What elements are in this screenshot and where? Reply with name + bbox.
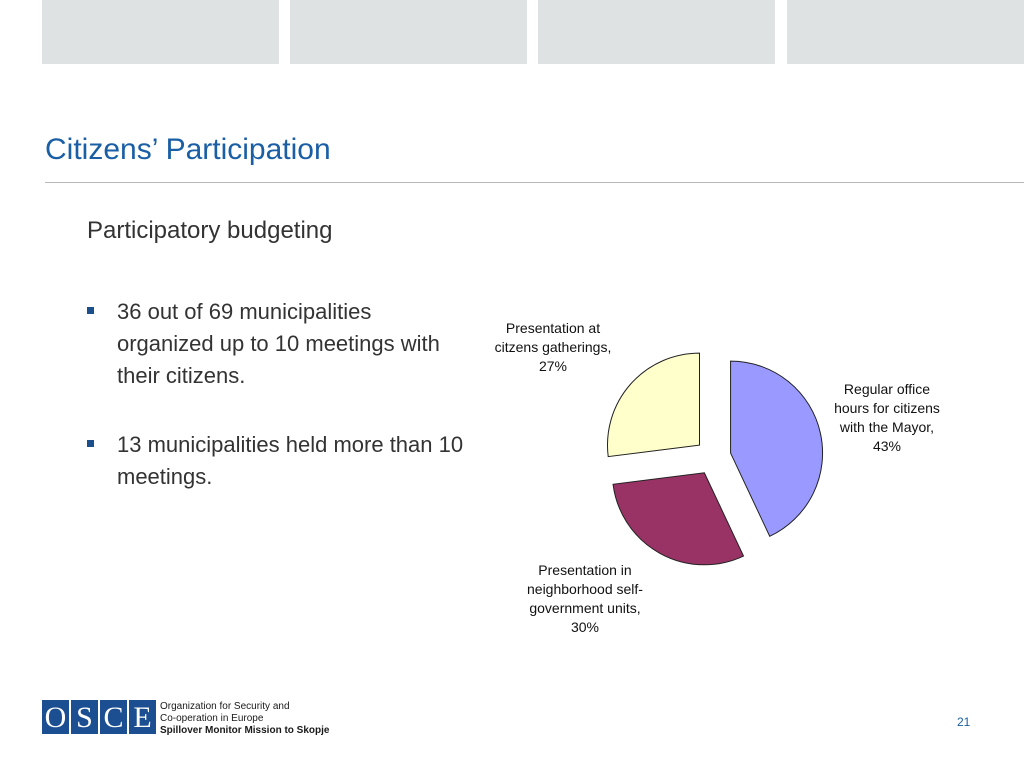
top-decorative-bar (0, 0, 1024, 64)
square-bullet-icon (87, 307, 94, 314)
top-tab-2 (290, 0, 527, 64)
bullet-list: 36 out of 69 municipalities organized up… (86, 296, 466, 530)
bullet-item: 13 municipalities held more than 10 meet… (86, 429, 466, 493)
square-bullet-icon (87, 440, 94, 447)
mission-name: Spillover Monitor Mission to Skopje (160, 725, 330, 736)
slide-title: Citizens’ Participation (45, 133, 331, 166)
org-name-line: Organization for Security and (160, 701, 290, 712)
bullet-text: 36 out of 69 municipalities organized up… (117, 299, 440, 388)
pie-slice (612, 472, 745, 566)
top-tab-4 (787, 0, 1024, 64)
logo-letter: E (129, 700, 156, 734)
logo-letter: S (71, 700, 98, 734)
bullet-item: 36 out of 69 municipalities organized up… (86, 296, 466, 392)
pie-chart: Regular office hours for citizens with the… (495, 320, 940, 635)
logo-letter: C (100, 700, 127, 734)
pie-slice (607, 352, 700, 458)
page-number: 21 (957, 715, 971, 729)
title-divider (45, 182, 1024, 183)
bullet-text: 13 municipalities held more than 10 meet… (117, 432, 464, 489)
pie-slice-label: Regular office hours for citizens with the… (834, 381, 940, 454)
logo-letter: O (42, 700, 69, 734)
org-name-line: Co-operation in Europe (160, 713, 264, 724)
top-tab-1 (42, 0, 279, 64)
pie-slice-label: Presentation at citzens gatherings, 27% (495, 320, 612, 374)
pie-slice (730, 360, 824, 537)
top-tab-3 (538, 0, 775, 64)
pie-slice-label: Presentation in neighborhood self-governm… (527, 562, 643, 635)
slide-subtitle: Participatory budgeting (87, 217, 333, 244)
